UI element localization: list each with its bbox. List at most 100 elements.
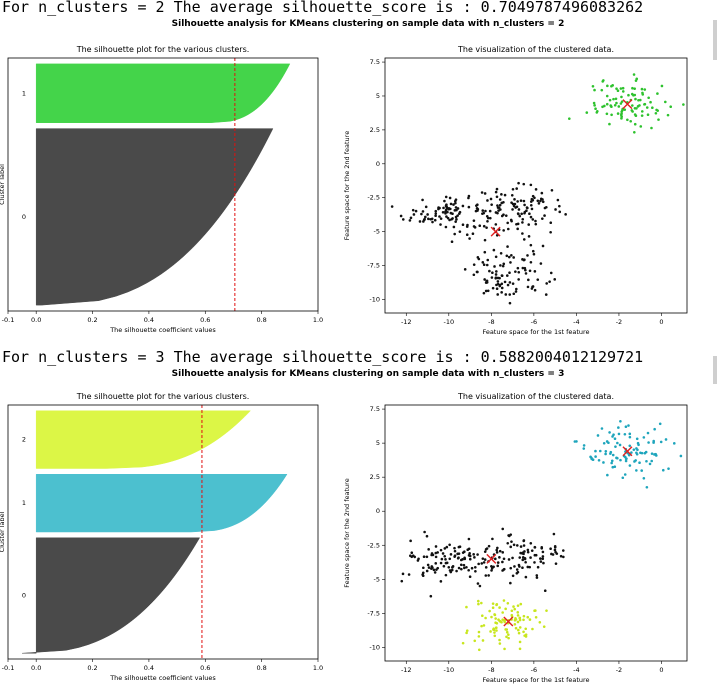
- scatter-point: [655, 108, 658, 112]
- scatter-point: [522, 199, 526, 203]
- scatter-point: [466, 548, 470, 552]
- scatter-point: [449, 207, 452, 211]
- scatter-point: [593, 104, 596, 107]
- scatter-point: [513, 198, 516, 201]
- scatter-point: [664, 438, 668, 441]
- scatter-point: [468, 575, 472, 578]
- scatter-point: [459, 558, 463, 562]
- scatter-point: [636, 441, 640, 445]
- scatter-point: [516, 227, 519, 231]
- scatter-point: [541, 200, 545, 204]
- scatter-point: [399, 214, 403, 218]
- scatter-point: [516, 604, 520, 607]
- scatter-point: [508, 271, 511, 275]
- scatter-point: [518, 556, 522, 559]
- scatter-point: [430, 565, 434, 568]
- scatter-point: [425, 555, 429, 559]
- scatter-point: [539, 199, 542, 203]
- scatter-point: [509, 533, 513, 536]
- scatter-point: [526, 565, 530, 569]
- scatter-point: [500, 286, 504, 290]
- scatter-point: [635, 437, 639, 441]
- scatter-point: [453, 199, 457, 203]
- scatter-point: [639, 451, 642, 455]
- scatter-point: [515, 187, 518, 190]
- scatter-point: [597, 458, 601, 462]
- scatter-point: [467, 205, 471, 209]
- scatter-point: [635, 77, 639, 81]
- scatter-point: [492, 248, 496, 252]
- scatter-point: [477, 602, 480, 606]
- scatter-point: [606, 84, 609, 88]
- scatter-point: [457, 545, 461, 549]
- scatter-point: [521, 552, 524, 555]
- cluster-label-1: 1: [22, 499, 26, 507]
- scatter-point: [620, 95, 623, 99]
- scatter-point: [491, 602, 495, 605]
- scatter-point: [486, 258, 490, 262]
- scatter-point: [493, 265, 496, 268]
- scrollbar-thumb-top[interactable]: [713, 20, 717, 60]
- silhouette-axes-frame: [7, 404, 319, 660]
- scrollbar-thumb-bottom[interactable]: [713, 356, 717, 384]
- scatter-point: [476, 256, 480, 259]
- scatter-point: [427, 217, 430, 221]
- scatter-point: [517, 270, 521, 274]
- scatter-point: [643, 103, 646, 106]
- scatter-point: [461, 641, 465, 645]
- cluster-label-2: 2: [22, 436, 26, 444]
- scatter-point: [496, 204, 499, 207]
- scatter-point: [649, 100, 652, 104]
- scatter-point: [604, 449, 608, 453]
- scatter-point: [522, 630, 525, 634]
- scatter-point: [451, 212, 454, 215]
- scatter-point: [617, 432, 621, 436]
- scatter-point: [505, 254, 509, 258]
- scatter-point: [474, 565, 477, 569]
- y-tick-label: -7.5: [367, 609, 380, 617]
- scatter-point: [612, 97, 615, 101]
- scatter-point: [545, 282, 548, 285]
- scatter-point: [498, 556, 501, 559]
- scatter-point: [503, 280, 507, 284]
- scatter-point: [481, 209, 485, 212]
- scatter-point: [478, 224, 482, 228]
- y-tick-label: 7.5: [370, 405, 380, 413]
- scatter-point: [624, 459, 628, 463]
- scatter-point: [495, 270, 498, 273]
- scatter-point: [513, 622, 517, 626]
- x-tick-label: 0.6: [200, 664, 210, 672]
- x-tick-label: -6: [531, 666, 537, 674]
- scatter-point: [521, 217, 525, 221]
- scatter-point: [543, 214, 546, 217]
- scatter-point: [515, 287, 518, 291]
- scatter-point: [640, 110, 644, 113]
- scatter-point: [453, 232, 456, 236]
- silhouette-band-cluster-0: [35, 128, 274, 306]
- scatter-point: [476, 203, 479, 206]
- scatter-point: [467, 568, 470, 572]
- scatter-point: [594, 449, 597, 453]
- scatter-point: [653, 427, 656, 431]
- scatter-point: [463, 556, 466, 560]
- scatter-point: [628, 435, 632, 439]
- scatter-point: [448, 569, 452, 572]
- scatter-point: [484, 574, 488, 577]
- scatter-point: [521, 566, 524, 570]
- scatter-point: [472, 273, 476, 277]
- scatter-point: [423, 530, 426, 534]
- scatter-point: [524, 627, 528, 631]
- y-tick-label: 5: [376, 92, 380, 100]
- scatter-point: [654, 452, 657, 456]
- figure-suptitle: Silhouette analysis for KMeans clusterin…: [172, 369, 565, 379]
- scatter-point: [490, 569, 493, 572]
- scatter-point: [442, 564, 446, 568]
- scatter-point: [466, 223, 469, 227]
- scatter-point: [448, 557, 452, 561]
- scatter-point: [434, 562, 438, 565]
- scatter-point: [499, 208, 502, 211]
- x-tick-label: -0.1: [2, 664, 15, 672]
- scatter-point: [531, 627, 534, 631]
- scatter-group-1: [481, 527, 565, 592]
- scatter-point: [623, 473, 627, 476]
